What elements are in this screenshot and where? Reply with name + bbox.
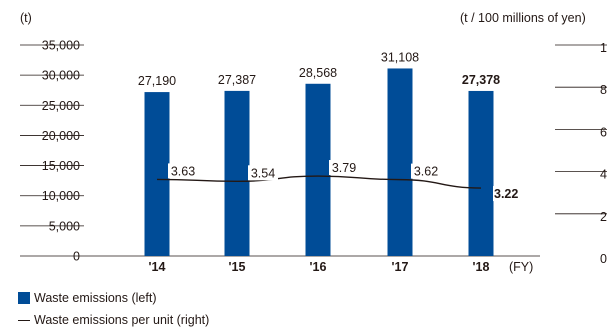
legend-item-bar: Waste emissions (left) [18, 291, 156, 305]
left-tick-label: 0 [73, 250, 80, 264]
bar [144, 92, 170, 256]
legend-bar-label: Waste emissions (left) [34, 291, 157, 305]
line-swatch-icon [18, 319, 30, 321]
bar [305, 83, 331, 256]
bar-value-label: 28,568 [299, 66, 337, 80]
bar-layer [144, 68, 494, 257]
bar-value-label: 27,387 [218, 73, 256, 87]
left-tick-label: 5,000 [49, 219, 80, 233]
x-axis-unit: (FY) [509, 260, 533, 274]
x-tick-label: '15 [229, 260, 246, 274]
x-tick-label: '14 [149, 260, 166, 274]
bar [224, 90, 250, 257]
line-label-bg [329, 160, 359, 176]
line-label-bg [248, 165, 278, 181]
line-value-label: 3.79 [332, 161, 356, 175]
left-tick-label: 35,000 [42, 39, 80, 53]
right-tick-label: 2 [600, 210, 607, 224]
left-tick-label: 20,000 [42, 129, 80, 143]
legend-item-line: Waste emissions per unit (right) [18, 313, 209, 327]
bar-value-label: 27,190 [138, 74, 176, 88]
left-axis-unit: (t) [20, 11, 32, 25]
line-value-label: 3.54 [251, 166, 275, 180]
label-layer: 35,000 30,000 25,000 20,000 15,000 10,000 5,00… [42, 39, 607, 275]
line-value-label: 3.22 [494, 187, 518, 201]
left-tick-label: 10,000 [42, 189, 80, 203]
legend-line-label: Waste emissions per unit (right) [34, 313, 210, 327]
line-series [156, 175, 482, 189]
bar-value-label: 27,378 [462, 73, 500, 87]
left-tick-label: 15,000 [42, 159, 80, 173]
right-tick-label: 0 [600, 252, 607, 266]
bar-swatch-icon [18, 292, 30, 304]
x-tick-label: '17 [392, 260, 409, 274]
x-tick-label: '18 [473, 260, 490, 274]
line-label-bg [493, 186, 523, 202]
x-tick-label: '16 [310, 260, 327, 274]
right-tick-label: 10 [600, 41, 607, 55]
right-tick-label: 4 [600, 168, 607, 182]
right-tick-label: 8 [600, 83, 607, 97]
right-tick-label: 6 [600, 125, 607, 139]
line-label-bg [168, 163, 198, 179]
line-label-bg [411, 163, 441, 179]
right-axis-unit: (t / 100 millions of yen) [460, 11, 586, 25]
bar-value-label: 31,108 [381, 50, 419, 64]
line-layer [156, 175, 482, 189]
bar [387, 68, 413, 257]
bar [468, 90, 494, 256]
line-value-label: 3.62 [414, 165, 438, 179]
line-value-label: 3.63 [171, 164, 195, 178]
left-tick-label: 25,000 [42, 99, 80, 113]
left-tick-label: 30,000 [42, 69, 80, 83]
grid-layer [20, 44, 607, 257]
